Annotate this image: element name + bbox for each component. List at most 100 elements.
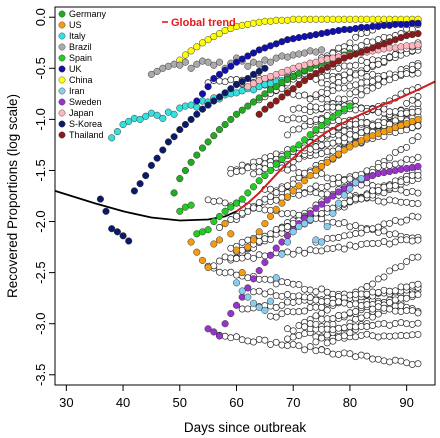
other-country-point xyxy=(227,334,235,342)
data-point xyxy=(204,83,212,91)
data-point xyxy=(346,185,354,193)
other-country-point xyxy=(408,360,416,368)
data-point xyxy=(232,199,241,207)
other-country-point xyxy=(369,122,377,129)
other-country-point xyxy=(323,174,331,182)
other-country-point xyxy=(312,303,320,311)
other-country-point xyxy=(414,280,422,288)
other-country-point xyxy=(301,249,309,257)
other-country-point xyxy=(284,298,291,306)
data-point xyxy=(306,172,314,180)
other-country-point xyxy=(352,33,360,41)
data-point xyxy=(113,128,121,136)
other-country-point xyxy=(352,195,360,203)
data-point xyxy=(187,158,195,166)
other-country-point xyxy=(403,143,411,151)
other-country-point xyxy=(380,320,388,328)
other-country-point xyxy=(346,223,354,231)
data-point xyxy=(255,60,263,68)
other-country-point xyxy=(295,292,303,300)
data-point xyxy=(249,49,258,57)
other-country-point xyxy=(374,320,382,328)
other-country-point xyxy=(329,337,337,345)
data-point xyxy=(255,177,263,185)
other-country-point xyxy=(238,336,246,344)
data-point xyxy=(232,81,241,89)
data-point xyxy=(215,58,224,66)
other-country-point xyxy=(329,326,337,334)
other-country-point xyxy=(323,183,331,190)
other-country-point xyxy=(363,38,371,46)
legend-marker xyxy=(58,109,66,117)
data-point xyxy=(323,117,331,125)
other-country-point xyxy=(380,357,388,365)
other-country-point xyxy=(403,320,411,328)
other-country-point xyxy=(352,81,360,89)
other-country-point xyxy=(369,313,377,321)
other-country-point xyxy=(346,301,354,309)
other-country-point xyxy=(318,170,326,178)
other-country-point xyxy=(312,296,320,304)
data-point xyxy=(289,35,297,43)
x-tick-label: 60 xyxy=(229,395,243,410)
other-country-point xyxy=(250,254,257,262)
data-point xyxy=(198,144,207,152)
other-country-point xyxy=(403,198,411,206)
data-point xyxy=(244,20,252,28)
other-country-point xyxy=(289,280,297,288)
other-country-point xyxy=(352,230,360,237)
other-country-point xyxy=(329,75,337,83)
legend-entry: Iran xyxy=(69,86,85,96)
data-point xyxy=(193,43,201,51)
other-country-point xyxy=(414,319,422,327)
data-point xyxy=(301,220,309,228)
other-country-point xyxy=(210,197,218,205)
data-point xyxy=(108,225,116,233)
data-point xyxy=(391,44,399,52)
other-country-point xyxy=(272,292,280,300)
data-point xyxy=(193,151,201,159)
other-country-point xyxy=(369,305,377,313)
other-country-point xyxy=(323,245,331,253)
data-point xyxy=(227,309,235,318)
other-country-point xyxy=(408,65,416,73)
legend-marker xyxy=(58,120,66,128)
other-country-point xyxy=(357,195,365,203)
other-country-point xyxy=(295,281,303,289)
data-point xyxy=(147,161,155,169)
data-point xyxy=(221,220,229,228)
other-country-point xyxy=(329,87,337,95)
other-country-point xyxy=(403,283,411,291)
other-country-point xyxy=(335,312,343,319)
other-country-point xyxy=(352,88,360,96)
other-country-point xyxy=(369,288,377,296)
other-country-point xyxy=(391,148,399,156)
series-layer xyxy=(96,15,422,340)
data-point xyxy=(210,61,218,69)
other-country-point xyxy=(391,51,399,59)
data-point xyxy=(335,199,343,207)
other-country-point xyxy=(380,227,388,235)
data-point xyxy=(295,69,303,77)
data-point xyxy=(261,306,269,314)
data-point xyxy=(318,162,326,170)
other-country-point xyxy=(221,199,229,207)
data-point xyxy=(403,20,411,28)
other-country-point xyxy=(272,196,280,204)
other-country-point xyxy=(414,62,422,70)
data-point xyxy=(249,275,258,283)
data-point xyxy=(130,187,138,195)
other-country-point xyxy=(267,312,274,320)
other-country-point xyxy=(397,262,405,270)
data-point xyxy=(204,226,212,234)
other-country-point xyxy=(329,234,337,242)
data-point xyxy=(261,172,269,180)
other-country-point xyxy=(352,308,360,315)
data-point xyxy=(193,97,201,105)
other-country-point xyxy=(306,343,314,351)
other-country-point xyxy=(233,168,240,175)
data-point xyxy=(204,101,212,109)
other-country-point xyxy=(386,161,394,169)
data-point xyxy=(414,162,422,170)
data-point xyxy=(221,89,229,97)
